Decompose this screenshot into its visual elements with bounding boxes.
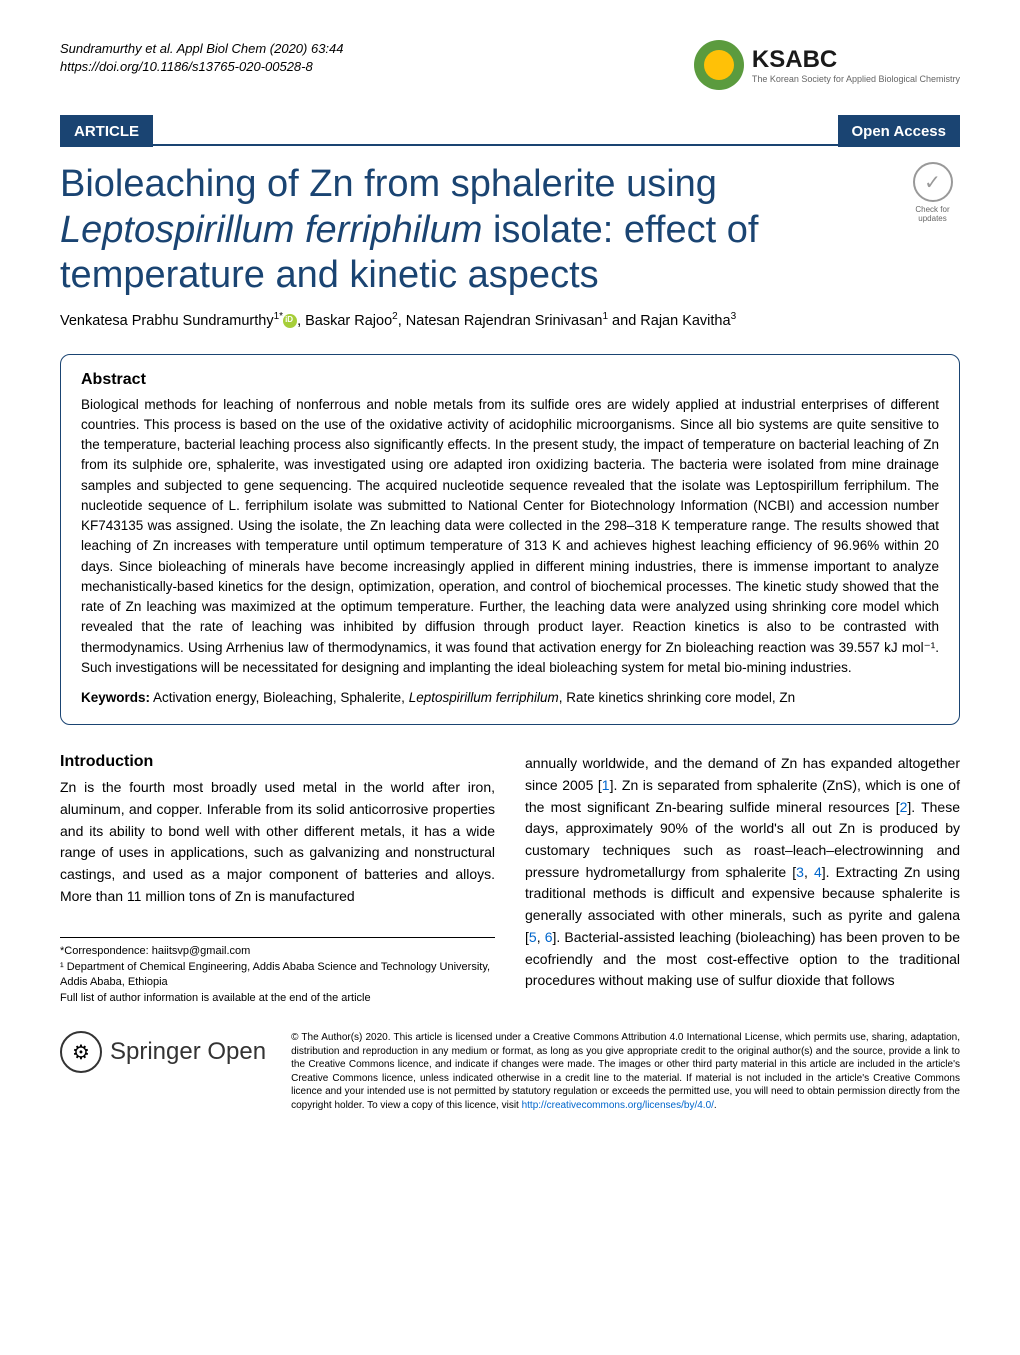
article-badge: ARTICLE	[60, 115, 153, 147]
license-text: © The Author(s) 2020. This article is li…	[291, 1031, 960, 1112]
abstract-text: Biological methods for leaching of nonfe…	[81, 395, 939, 679]
ksabc-text: KSABC The Korean Society for Applied Bio…	[752, 46, 960, 84]
ref-6[interactable]: 6	[545, 929, 553, 945]
col2-p6: ,	[537, 929, 545, 945]
col2-p4: ,	[804, 864, 814, 880]
banner: ARTICLE Open Access	[60, 115, 960, 147]
authors: Venkatesa Prabhu Sundramurthy1* , Baskar …	[60, 311, 960, 329]
author1: Venkatesa Prabhu Sundramurthy	[60, 313, 274, 329]
author4-sup: 3	[731, 311, 737, 322]
author1-sup: 1*	[274, 311, 283, 322]
keywords-text: Activation energy, Bioleaching, Sphaleri…	[150, 690, 409, 705]
citation-line2: https://doi.org/10.1186/s13765-020-00528…	[60, 58, 344, 76]
affiliation: ¹ Department of Chemical Engineering, Ad…	[60, 960, 495, 991]
ref-1[interactable]: 1	[602, 777, 610, 793]
abstract-heading: Abstract	[81, 371, 939, 389]
springer-text: Springer Open	[110, 1038, 266, 1066]
ksabc-logo: KSABC The Korean Society for Applied Bio…	[694, 40, 960, 90]
footnotes: *Correspondence: haiitsvp@gmail.com ¹ De…	[60, 937, 495, 1006]
springer-name: Springer	[110, 1038, 201, 1065]
ref-5[interactable]: 5	[529, 929, 537, 945]
body-columns: Introduction Zn is the fourth most broad…	[60, 753, 960, 1006]
author4-prefix: and Rajan Kavitha	[608, 313, 731, 329]
introduction-heading: Introduction	[60, 753, 495, 771]
column-left: Introduction Zn is the fourth most broad…	[60, 753, 495, 1006]
open-access-badge: Open Access	[838, 115, 961, 147]
column-right: annually worldwide, and the demand of Zn…	[525, 753, 960, 1006]
keywords-label: Keywords:	[81, 690, 150, 705]
author3-prefix: , Natesan Rajendran Srinivasan	[398, 313, 603, 329]
orcid-icon[interactable]	[283, 314, 297, 328]
introduction-text-col1: Zn is the fourth most broadly used metal…	[60, 777, 495, 907]
license-link[interactable]: http://creativecommons.org/licenses/by/4…	[522, 1100, 714, 1111]
introduction-text-col2: annually worldwide, and the demand of Zn…	[525, 753, 960, 992]
citation: Sundramurthy et al. Appl Biol Chem (2020…	[60, 40, 344, 76]
springer-icon: ⚙	[60, 1031, 102, 1073]
citation-line1: Sundramurthy et al. Appl Biol Chem (2020…	[60, 40, 344, 58]
title-part2: Leptospirillum ferriphilum	[60, 209, 482, 251]
col2-p7: ]. Bacterial-assisted leaching (bioleach…	[525, 929, 960, 988]
crossmark[interactable]: ✓ Check for updates	[905, 162, 960, 299]
ref-4[interactable]: 4	[814, 864, 822, 880]
abstract-box: Abstract Biological methods for leaching…	[60, 354, 960, 726]
footer: ⚙ Springer Open © The Author(s) 2020. Th…	[60, 1031, 960, 1112]
banner-line	[153, 115, 838, 146]
article-title: Bioleaching of Zn from sphalerite using …	[60, 162, 885, 299]
license-end: .	[714, 1100, 717, 1111]
crossmark-text: Check for updates	[905, 206, 960, 224]
springer-logo: ⚙ Springer Open	[60, 1031, 266, 1073]
crossmark-icon: ✓	[913, 162, 953, 202]
title-part1: Bioleaching of Zn from sphalerite using	[60, 163, 717, 205]
header: Sundramurthy et al. Appl Biol Chem (2020…	[60, 40, 960, 90]
title-row: Bioleaching of Zn from sphalerite using …	[60, 162, 960, 299]
ksabc-subtitle: The Korean Society for Applied Biologica…	[752, 74, 960, 84]
author2-prefix: , Baskar Rajoo	[297, 313, 392, 329]
springer-open: Open	[207, 1038, 266, 1065]
keywords-italic: Leptospirillum ferriphilum	[409, 690, 559, 705]
ksabc-logo-icon	[694, 40, 744, 90]
ref-3[interactable]: 3	[796, 864, 804, 880]
full-list: Full list of author information is avail…	[60, 991, 495, 1006]
keywords: Keywords: Activation energy, Bioleaching…	[81, 688, 939, 708]
keywords-text2: , Rate kinetics shrinking core model, Zn	[559, 690, 795, 705]
correspondence: *Correspondence: haiitsvp@gmail.com	[60, 944, 495, 959]
ksabc-title: KSABC	[752, 46, 960, 74]
